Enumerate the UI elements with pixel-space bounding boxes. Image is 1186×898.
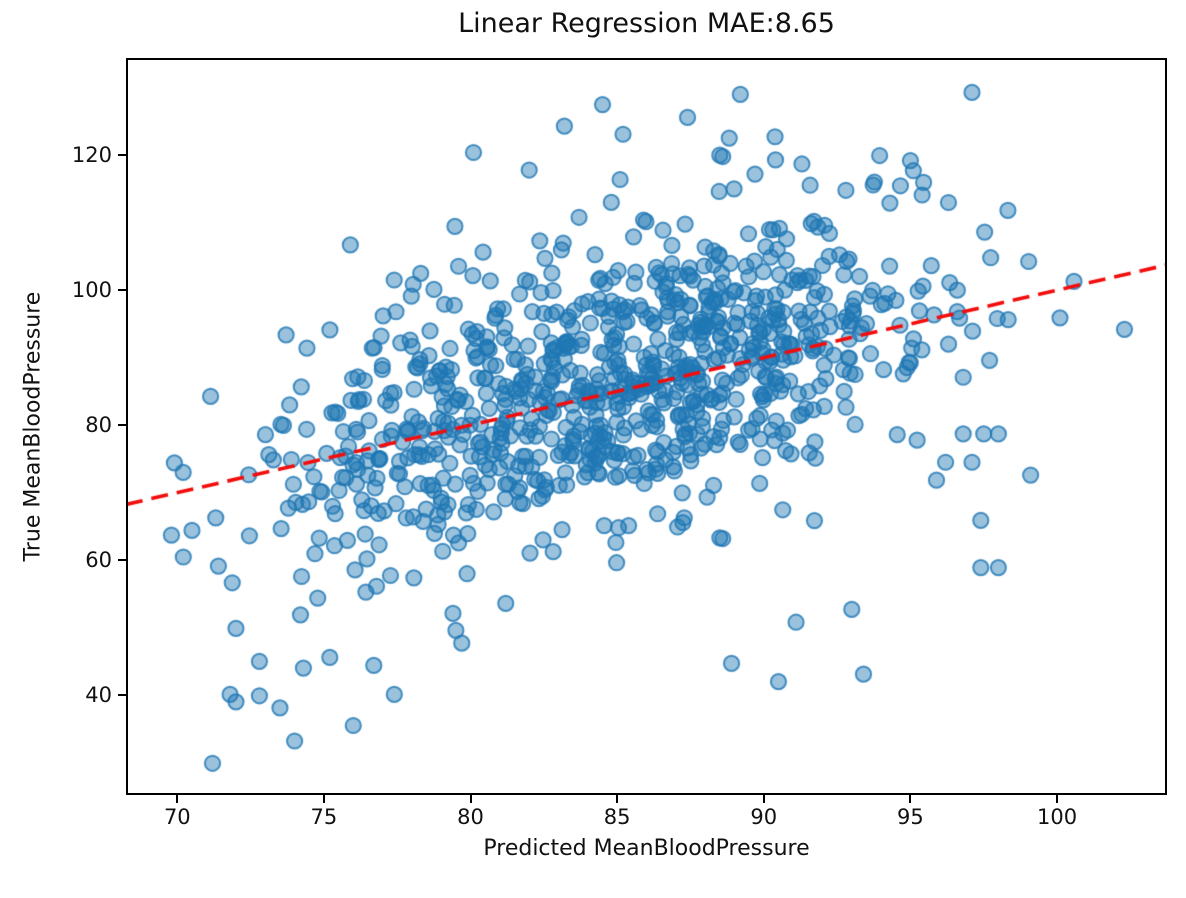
x-tick-label: 85 [603, 805, 631, 829]
x-tick-mark [762, 795, 765, 803]
x-tick-mark [909, 795, 912, 803]
y-tick-label: 100 [71, 278, 112, 303]
y-tick-mark [118, 694, 126, 697]
plot-title: Linear Regression MAE:8.65 [458, 8, 835, 39]
y-tick-mark [118, 559, 126, 562]
y-tick-mark [118, 154, 126, 157]
x-tick-label: 75 [310, 805, 338, 829]
y-tick-label: 80 [85, 413, 112, 438]
x-tick-mark [322, 795, 325, 803]
x-tick-mark [616, 795, 619, 803]
scatter-plot-canvas [126, 58, 1167, 795]
x-tick-label: 100 [1036, 805, 1078, 829]
x-axis-label: Predicted MeanBloodPressure [483, 836, 810, 861]
x-tick-label: 80 [457, 805, 484, 829]
x-tick-mark [176, 795, 179, 803]
y-tick-label: 40 [85, 683, 112, 708]
y-tick-label: 60 [85, 548, 112, 573]
y-tick-mark [118, 424, 126, 427]
x-tick-mark [1056, 795, 1059, 803]
y-tick-mark [118, 289, 126, 292]
x-tick-label: 95 [897, 805, 924, 829]
x-tick-mark [469, 795, 472, 803]
x-tick-label: 90 [750, 805, 778, 829]
y-axis-label: True MeanBloodPressure [20, 291, 46, 562]
y-tick-label: 120 [71, 143, 112, 168]
x-tick-label: 70 [163, 805, 191, 829]
